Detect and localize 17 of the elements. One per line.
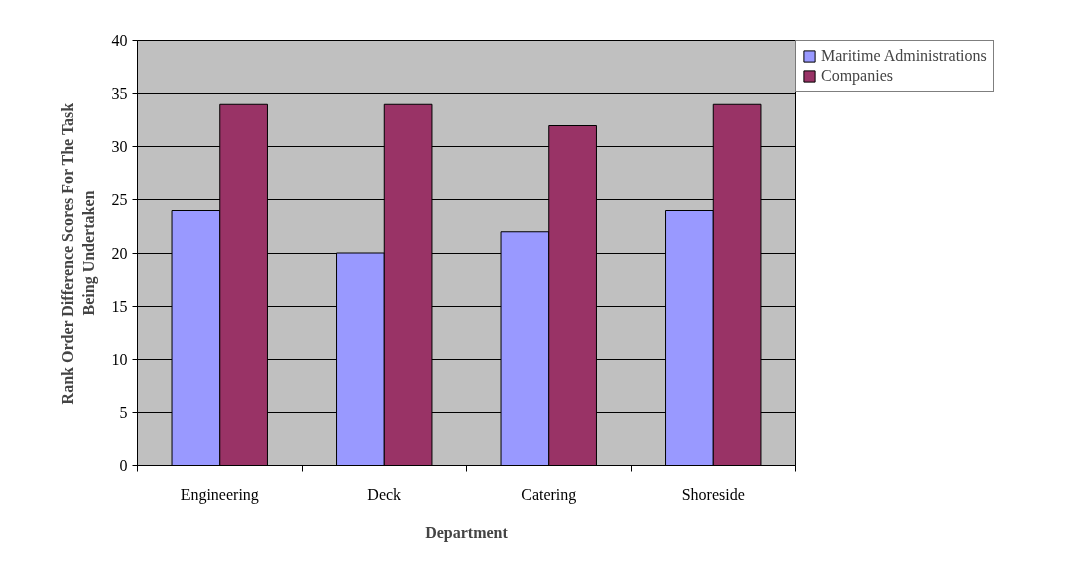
x-axis-title: Department (425, 523, 509, 542)
y-tick-label: 35 (111, 85, 128, 103)
x-tick-label: Deck (367, 485, 402, 503)
y-tick-label: 25 (111, 191, 128, 209)
y-tick-label: 20 (111, 244, 128, 262)
x-tick-label: Catering (521, 485, 577, 504)
x-tick-label: Shoreside (681, 485, 745, 503)
legend-label: Maritime Administrations (821, 47, 987, 65)
x-tick-label: Engineering (180, 485, 259, 504)
legend-label: Companies (821, 67, 893, 85)
y-axis-title: Rank Order Difference Scores For The Task Being Undertaken (59, 102, 98, 405)
y-tick-label: 15 (111, 297, 128, 315)
y-tick-label: 40 (111, 32, 128, 49)
y-tick-label: 0 (119, 457, 128, 474)
y-tick-label: 5 (119, 403, 128, 421)
y-tick-label: 30 (111, 138, 128, 156)
y-tick-label: 10 (111, 350, 128, 368)
